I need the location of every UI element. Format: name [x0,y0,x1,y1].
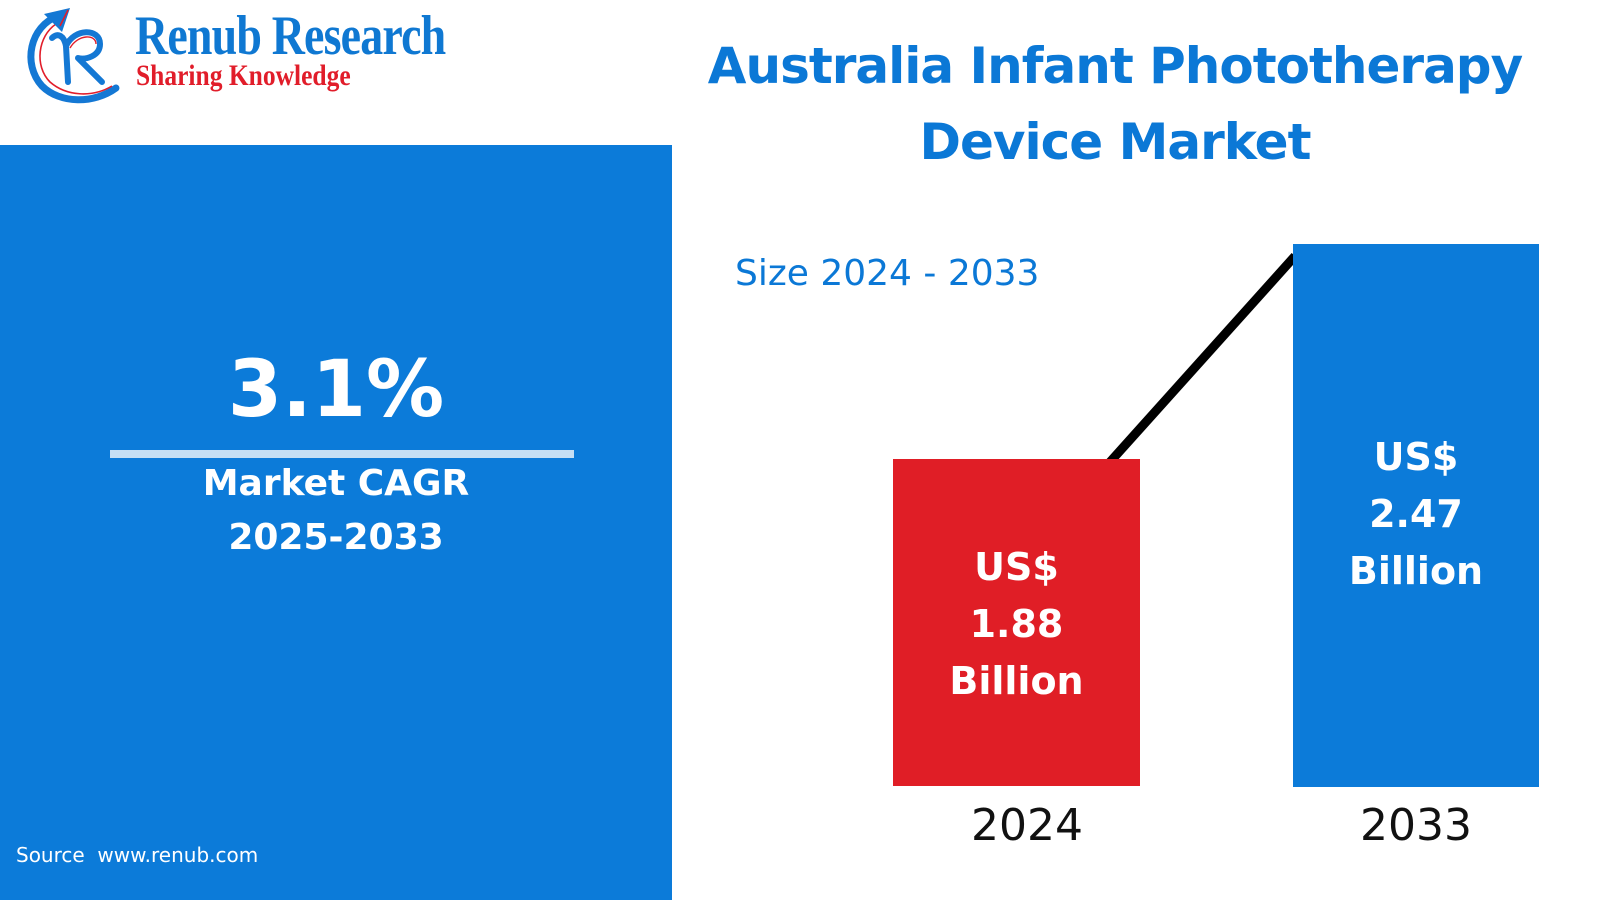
x-tick-2033: 2033 [1360,800,1472,851]
bar-value-label: US$ 1.88 Billion [949,545,1084,703]
cagr-label-line2: 2025-2033 [228,517,444,558]
page-title: Australia Infant Phototherapy Device Mar… [707,37,1523,171]
brand-logo: Renub Research Sharing Knowledge [20,2,520,106]
cagr-value: 3.1% [227,345,445,435]
cagr-label: Market CAGR 2025-2033 [0,457,672,565]
brand-name: Renub Research [135,5,446,67]
bar-2024: US$ 1.88 Billion [893,459,1140,786]
cagr-label-line1: Market CAGR [202,463,470,504]
source-note: Source www.renub.com [16,843,259,867]
brand-tagline: Sharing Knowledge [136,59,351,92]
cagr-panel: 3.1% Market CAGR 2025-2033 Source www.re… [0,145,672,900]
cagr-divider [110,450,574,458]
renub-logo-icon [27,8,120,104]
bar-2033: US$ 2.47 Billion [1293,244,1539,787]
x-tick-2024: 2024 [971,800,1083,851]
bar-value-label: US$ 2.47 Billion [1348,435,1484,593]
chart-subtitle: Size 2024 - 2033 [735,253,1040,294]
